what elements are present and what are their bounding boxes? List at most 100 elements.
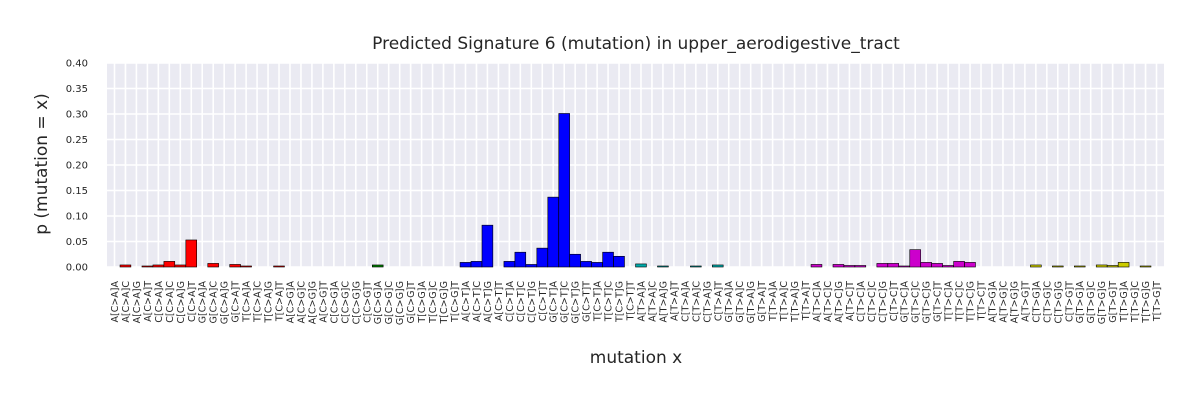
x-tick-label: G[C>A]G bbox=[220, 281, 231, 324]
x-tick-label: G[T>A]C bbox=[735, 281, 746, 323]
x-tick-label: T[C>T]T bbox=[626, 281, 637, 322]
bar bbox=[580, 261, 592, 268]
y-axis-ticks: 0.00 0.05 0.10 0.15 0.20 0.25 0.30 0.35 0.40 bbox=[66, 59, 88, 274]
x-tick-label: G[C>T]C bbox=[560, 281, 571, 323]
bar bbox=[712, 264, 724, 268]
x-tick-label: G[T>A]G bbox=[746, 281, 757, 323]
x-tick-label: G[T>C]T bbox=[933, 281, 944, 322]
bar bbox=[240, 265, 252, 268]
x-tick-label: T[T>A]T bbox=[801, 281, 812, 321]
bar bbox=[1074, 265, 1086, 268]
x-tick-label: A[C>A]T bbox=[143, 281, 154, 322]
x-tick-label: T[T>C]T bbox=[977, 281, 988, 322]
bar bbox=[843, 265, 856, 268]
x-tick-label: A[T>C]G bbox=[834, 281, 845, 323]
bar bbox=[1139, 265, 1152, 268]
bar bbox=[964, 262, 976, 268]
y-axis-label: p (mutation = x) bbox=[32, 93, 52, 235]
bar bbox=[558, 113, 570, 268]
x-tick-label: C[T>G]G bbox=[1053, 281, 1064, 324]
bar bbox=[119, 264, 132, 268]
x-tick-label: T[C>T]G bbox=[615, 281, 626, 323]
bar bbox=[591, 262, 603, 268]
y-tick-label: 0.20 bbox=[66, 161, 88, 172]
bar bbox=[920, 262, 932, 268]
x-tick-label: A[T>C]T bbox=[845, 281, 856, 321]
bar bbox=[887, 263, 899, 268]
bar bbox=[1117, 262, 1130, 268]
bar bbox=[602, 251, 614, 268]
x-tick-label: G[C>G]T bbox=[406, 281, 417, 324]
x-tick-label: G[C>A]T bbox=[231, 281, 242, 323]
x-tick-label: A[C>G]A bbox=[285, 281, 296, 324]
x-tick-label: C[T>G]C bbox=[1042, 281, 1053, 323]
x-tick-label: T[C>T]C bbox=[604, 281, 615, 323]
x-tick-label: T[C>G]A bbox=[417, 281, 428, 324]
x-tick-label: T[T>G]A bbox=[1119, 281, 1130, 323]
bar bbox=[536, 247, 548, 268]
bar bbox=[690, 265, 702, 268]
x-tick-label: C[T>C]T bbox=[889, 281, 900, 321]
bar bbox=[942, 265, 954, 268]
x-tick-label: C[C>A]C bbox=[165, 281, 176, 323]
bar bbox=[163, 261, 176, 268]
x-tick-label: C[C>T]C bbox=[516, 281, 527, 322]
x-tick-label: T[C>T]A bbox=[593, 281, 604, 323]
x-tick-label: A[T>G]A bbox=[987, 281, 998, 323]
bar-series bbox=[119, 113, 1152, 268]
x-tick-label: G[C>T]G bbox=[571, 281, 582, 324]
x-tick-label: C[T>A]C bbox=[691, 281, 702, 322]
x-tick-label: G[C>G]C bbox=[384, 281, 395, 325]
bar bbox=[1106, 265, 1119, 268]
x-tick-label: A[T>A]A bbox=[636, 280, 647, 321]
bar bbox=[273, 265, 285, 268]
y-tick-label: 0.05 bbox=[66, 237, 88, 248]
x-axis-ticks: A[C>A]A A[C>A]C A[C>A]G A[C>A]T C[C>A]A C[C>A… bbox=[110, 280, 1163, 325]
bar bbox=[832, 264, 845, 268]
x-tick-label: A[C>A]C bbox=[121, 281, 132, 323]
bar bbox=[657, 265, 669, 268]
x-tick-label: C[T>A]A bbox=[680, 281, 691, 322]
x-tick-label: A[C>G]C bbox=[296, 281, 307, 324]
x-tick-label: T[T>A]C bbox=[779, 281, 790, 322]
x-tick-label: A[C>T]G bbox=[483, 281, 494, 323]
y-tick-label: 0.40 bbox=[66, 59, 88, 70]
x-tick-label: G[C>A]C bbox=[209, 281, 220, 324]
x-tick-label: C[T>G]A bbox=[1031, 281, 1042, 323]
x-tick-label: G[C>G]G bbox=[395, 281, 406, 325]
bar bbox=[854, 265, 867, 268]
x-tick-label: C[C>A]A bbox=[154, 281, 165, 323]
vertical-gridlines bbox=[113, 63, 1158, 267]
bar bbox=[229, 264, 241, 268]
x-tick-label: A[T>C]C bbox=[823, 281, 834, 322]
bar bbox=[1095, 264, 1108, 268]
x-tick-label: C[C>G]C bbox=[340, 281, 351, 324]
bar bbox=[635, 263, 647, 268]
x-tick-label: G[T>G]A bbox=[1075, 281, 1086, 324]
x-tick-label: A[T>A]T bbox=[669, 281, 680, 321]
bar bbox=[514, 251, 527, 268]
x-tick-label: A[C>A]G bbox=[132, 281, 143, 323]
x-tick-label: C[C>T]A bbox=[505, 281, 516, 322]
bar bbox=[525, 264, 538, 268]
x-tick-label: A[C>T]A bbox=[461, 281, 472, 322]
bar bbox=[1052, 265, 1064, 268]
bar bbox=[547, 196, 559, 268]
x-tick-label: C[C>T]G bbox=[527, 281, 538, 323]
x-tick-label: A[T>C]A bbox=[812, 281, 823, 322]
bar bbox=[876, 263, 889, 268]
y-tick-label: 0.10 bbox=[66, 212, 88, 223]
x-tick-label: A[C>G]T bbox=[318, 281, 329, 323]
bar bbox=[953, 261, 965, 268]
x-tick-label: G[C>T]A bbox=[549, 281, 560, 323]
x-tick-label: T[C>G]T bbox=[450, 281, 461, 323]
x-tick-label: C[C>A]G bbox=[176, 281, 187, 324]
y-tick-label: 0.30 bbox=[66, 110, 88, 121]
bar bbox=[372, 264, 384, 268]
x-tick-label: G[T>C]G bbox=[922, 281, 933, 324]
y-tick-label: 0.35 bbox=[66, 84, 88, 95]
x-tick-label: T[T>G]C bbox=[1130, 281, 1141, 323]
x-tick-label: C[C>G]G bbox=[351, 281, 362, 324]
x-tick-label: A[T>G]G bbox=[1009, 281, 1020, 323]
